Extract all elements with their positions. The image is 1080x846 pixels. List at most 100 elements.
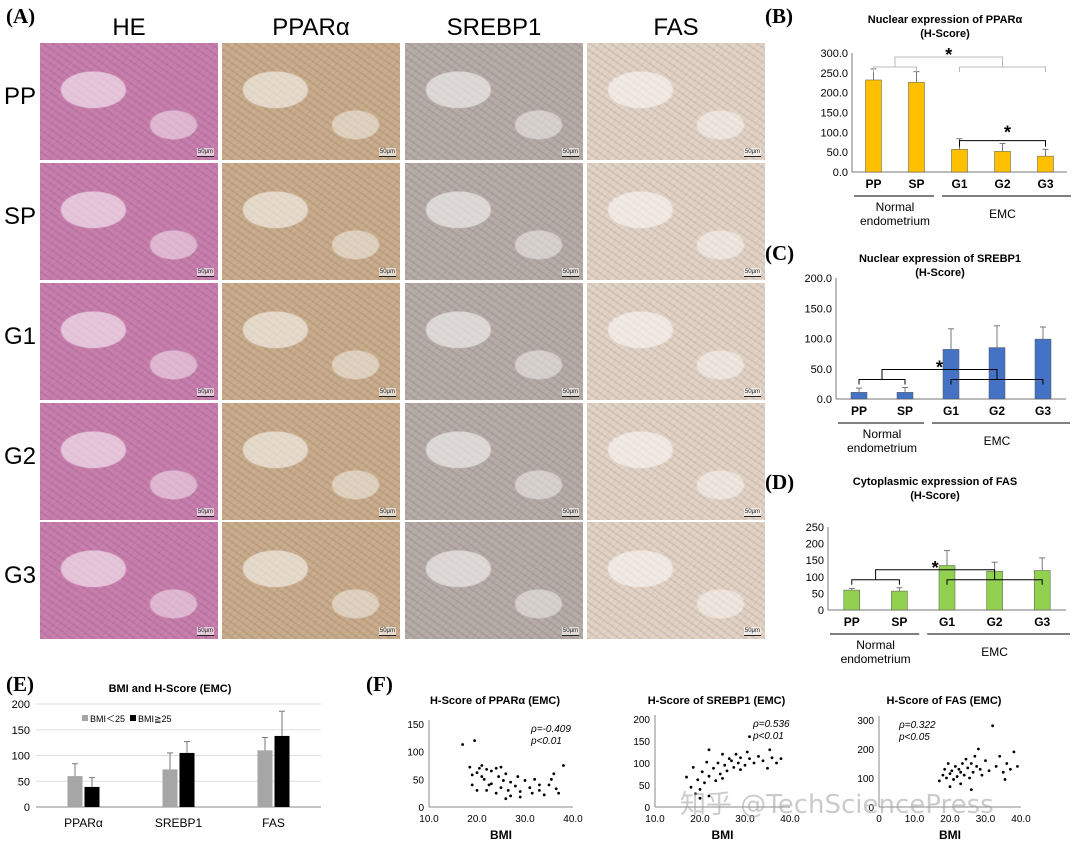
y-tick-label: 150 [633, 737, 650, 748]
y-tick-label: 0 [868, 803, 874, 814]
bar [162, 769, 178, 807]
micrograph-tile: 50μm [222, 522, 400, 639]
scatter-point [504, 772, 508, 776]
scatter-point [978, 767, 982, 771]
scatter-point [736, 761, 740, 765]
scatter-point [994, 765, 998, 768]
scatter-point [547, 783, 551, 787]
scatter-point [475, 771, 479, 775]
y-tick-label: 250.0 [820, 68, 848, 80]
scatter-point [721, 752, 724, 756]
y-tick-label: 0 [418, 803, 424, 814]
scatter-point [475, 789, 479, 792]
scatter-point [730, 759, 733, 763]
scatter-point [530, 791, 534, 795]
scatter-point [516, 775, 520, 778]
chart-f-srebp1-scatter: H-Score of SREBP1 (EMC) 0 50 100 150 200 10.0 2… [633, 695, 800, 842]
y-tick-label: 200.0 [804, 273, 832, 285]
bar [908, 82, 925, 173]
column-header: FAS [653, 14, 699, 41]
scatter-point [975, 765, 979, 768]
row-header: SP [4, 203, 37, 230]
bar [843, 589, 861, 611]
scatter-point [509, 780, 512, 784]
scatter-point [723, 763, 727, 767]
micrograph-tile: 50μm [222, 403, 400, 520]
scatter-point [752, 761, 756, 765]
x-tick-label: 20.0 [940, 814, 960, 825]
significance-bracket [959, 66, 1046, 72]
scale-bar-label: 50μm [196, 388, 214, 397]
scale-bar-label: 50μm [196, 627, 214, 636]
y-tick-label: 0.0 [817, 394, 832, 406]
scatter-point [707, 748, 711, 752]
stat-annotation: p<0.01 [530, 736, 562, 747]
x-tick-label: 40.0 [563, 814, 583, 825]
scatter-point [987, 769, 991, 773]
scatter-point [716, 761, 720, 765]
scatter-point [775, 761, 778, 765]
scatter-point [966, 766, 970, 770]
scatter-point [707, 794, 711, 798]
bar [850, 392, 868, 400]
group-label: endometrium [841, 652, 911, 666]
scatter-point [518, 790, 522, 793]
scatter-point [770, 756, 774, 760]
significance-bracket [881, 369, 998, 380]
scale-bar-label: 50μm [378, 508, 396, 517]
significance-star: * [945, 45, 952, 65]
scatter-point [504, 797, 508, 801]
scatter-point [473, 739, 476, 742]
scatter-point [969, 788, 973, 791]
scatter-point [485, 789, 488, 792]
scatter-point [941, 773, 945, 777]
x-tick-label: SREBP1 [155, 816, 203, 830]
scatter-point [779, 757, 783, 760]
scatter-point [480, 764, 484, 767]
scatter-point [1001, 770, 1005, 774]
micrograph-tile: 50μm [587, 522, 765, 639]
micrograph-tile: 50μm [222, 163, 400, 280]
scale-bar-label: 50μm [561, 268, 579, 277]
scatter-point [977, 747, 980, 751]
significance-star: * [932, 558, 939, 578]
scale-bar-label: 50μm [561, 148, 579, 157]
scatter-point [739, 768, 742, 771]
bar [84, 786, 100, 807]
scatter-point [953, 765, 957, 768]
stat-annotation: ρ=-0.409 [530, 724, 571, 735]
scale-bar-label: 50μm [196, 148, 214, 157]
scatter-point [707, 774, 711, 778]
scatter-point [490, 782, 493, 786]
y-tick-label: 250 [806, 522, 824, 534]
x-tick-label: PP [851, 404, 867, 418]
y-tick-label: 100 [857, 774, 874, 785]
scatter-point [948, 785, 952, 789]
scale-bar-label: 50μm [743, 388, 761, 397]
scatter-point [1012, 750, 1016, 754]
chart-f-ppar-scatter: H-Score of PPARα (EMC) 0 50 100 150 10.0 20.0 3… [407, 695, 583, 842]
micrograph-tile: 50μm [587, 403, 765, 520]
legend-label: BMI≧25 [138, 714, 172, 724]
scatter-point [962, 773, 966, 777]
group-label: Normal [856, 638, 895, 652]
chart-c-srebp1-bars: Nuclear expression of SREBP1 (H-Score) 0.0… [804, 253, 1070, 455]
y-tick-label: 200.0 [820, 88, 848, 100]
y-tick-label: 0.0 [833, 167, 848, 179]
micrograph-tile: 50μm [405, 283, 583, 400]
x-tick-label: 20.0 [467, 814, 487, 825]
watermark: 知乎 @TechSciencePress [680, 790, 994, 820]
x-tick-label: PP [865, 177, 881, 191]
micrograph-tile: 50μm [222, 43, 400, 160]
group-label: EMC [981, 645, 1008, 659]
micrograph-tile: 50μm [405, 43, 583, 160]
scatter-point [698, 796, 702, 800]
scale-bar-label: 50μm [561, 388, 579, 397]
scale-bar-label: 50μm [743, 148, 761, 157]
scale-bar-label: 50μm [561, 627, 579, 636]
scatter-point [480, 775, 484, 778]
scale-bar-label: 50μm [378, 627, 396, 636]
column-header: PPARα [272, 14, 350, 41]
y-tick-label: 50.0 [827, 147, 848, 159]
scatter-point [523, 779, 527, 782]
